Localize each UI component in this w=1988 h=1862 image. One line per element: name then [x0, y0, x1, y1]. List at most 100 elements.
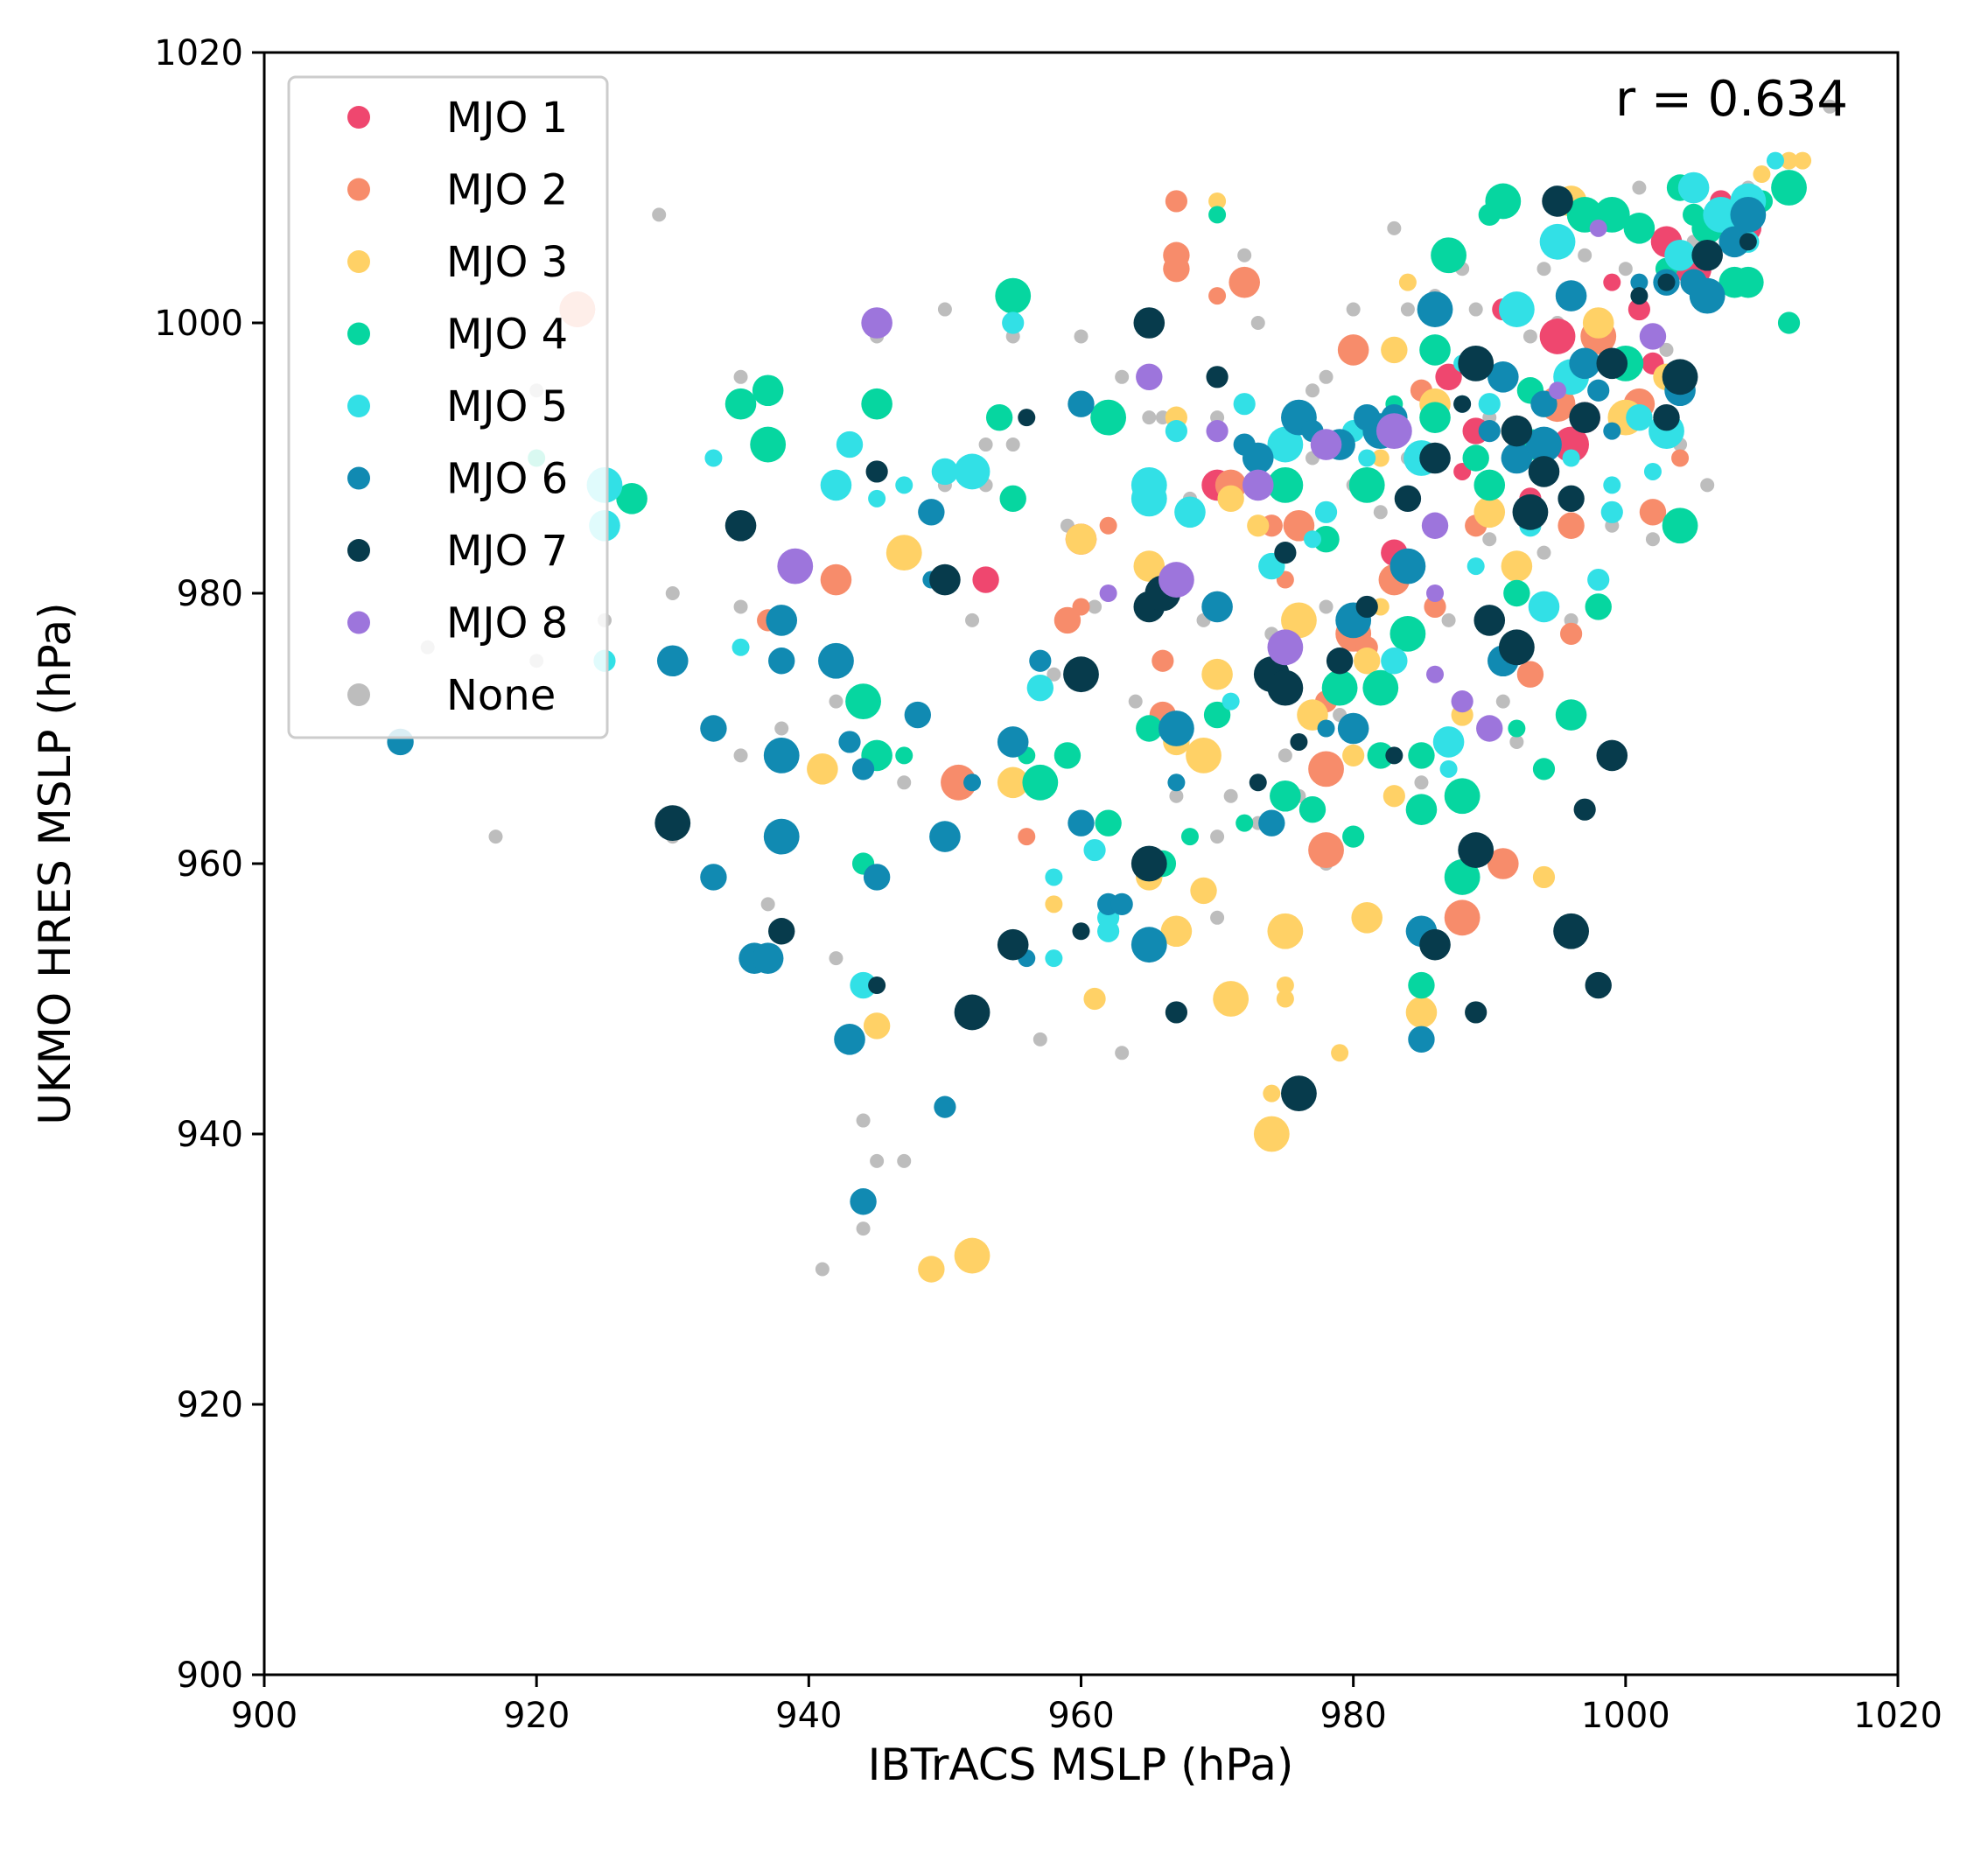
point-mjo-8: [1206, 420, 1228, 443]
point-mjo-5: [1222, 692, 1240, 710]
point-none: [1536, 262, 1551, 276]
point-mjo-5: [1233, 393, 1256, 416]
point-mjo-6: [818, 642, 854, 679]
point-mjo-5: [868, 489, 886, 508]
point-none: [1618, 262, 1633, 276]
point-mjo-4: [1342, 825, 1365, 848]
point-mjo-6: [934, 1096, 956, 1118]
point-mjo-4: [1208, 206, 1227, 224]
point-mjo-6: [1417, 291, 1453, 327]
point-mjo-3: [1371, 449, 1390, 467]
point-none: [733, 369, 748, 384]
point-mjo-7: [1458, 832, 1494, 868]
point-mjo-4: [1771, 170, 1807, 206]
point-mjo-2: [1488, 848, 1519, 879]
point-none: [1509, 734, 1524, 749]
point-none: [665, 586, 680, 600]
point-mjo-4: [1623, 213, 1656, 244]
point-mjo-8: [1549, 382, 1567, 400]
point-mjo-6: [1158, 710, 1194, 746]
point-mjo-3: [1281, 602, 1317, 639]
point-mjo-2: [1152, 649, 1174, 672]
correlation-annotation: r = 0.634: [1615, 71, 1848, 128]
point-none: [488, 830, 503, 844]
point-mjo-6: [752, 942, 784, 974]
point-mjo-6: [929, 821, 961, 852]
point-mjo-6: [1555, 280, 1587, 312]
x-tick-label: 940: [775, 1696, 842, 1736]
point-mjo-5: [1174, 496, 1206, 528]
point-mjo-7: [1072, 922, 1090, 941]
point-mjo-7: [1573, 798, 1596, 821]
point-mjo-8: [1639, 323, 1667, 350]
point-mjo-4: [1508, 719, 1526, 738]
point-mjo-7: [929, 564, 961, 596]
legend-marker: [347, 106, 370, 129]
point-mjo-4: [1312, 526, 1340, 553]
point-mjo-7: [724, 509, 757, 542]
point-mjo-7: [1018, 409, 1036, 427]
point-mjo-7: [1419, 928, 1451, 961]
point-mjo-6: [763, 738, 800, 774]
point-mjo-7: [868, 976, 886, 995]
point-mjo-5: [954, 453, 990, 490]
point-mjo-7: [1355, 595, 1378, 619]
point-mjo-5: [1600, 500, 1623, 523]
point-mjo-3: [1398, 273, 1417, 291]
point-none: [1088, 599, 1102, 614]
point-mjo-2: [1639, 499, 1667, 526]
point-mjo-5: [1026, 674, 1054, 702]
point-mjo-8: [1589, 219, 1607, 237]
point-mjo-7: [1274, 542, 1297, 564]
point-mjo-8: [1310, 429, 1342, 460]
point-mjo-6: [1201, 591, 1233, 623]
point-mjo-8: [1421, 512, 1449, 539]
point-mjo-5: [931, 458, 959, 486]
point-mjo-6: [1110, 892, 1133, 915]
point-mjo-1: [1628, 298, 1650, 321]
point-mjo-7: [1691, 239, 1723, 271]
point-none: [1237, 248, 1252, 262]
point-mjo-2: [1516, 661, 1544, 688]
point-none: [733, 599, 748, 614]
legend-entry: MJO 2: [446, 166, 568, 215]
legend-entry: MJO 4: [446, 311, 568, 360]
point-mjo-7: [1281, 1075, 1317, 1112]
point-none: [1319, 599, 1334, 614]
point-mjo-4: [1362, 669, 1399, 706]
point-none: [1032, 1032, 1047, 1046]
legend-marker: [347, 250, 370, 273]
point-mjo-2: [820, 564, 852, 596]
point-mjo-4: [1348, 467, 1385, 503]
point-mjo-3: [954, 1237, 990, 1274]
point-mjo-6: [834, 1024, 865, 1055]
x-tick-label: 980: [1320, 1696, 1386, 1736]
legend-marker: [347, 539, 370, 562]
point-mjo-4: [1485, 183, 1522, 220]
point-mjo-6: [963, 774, 982, 792]
point-none: [978, 438, 993, 452]
point-mjo-4: [1090, 399, 1127, 436]
point-mjo-6: [766, 605, 798, 636]
point-mjo-5: [1677, 172, 1710, 204]
point-mjo-3: [1276, 990, 1294, 1008]
point-mjo-7: [1512, 494, 1549, 530]
point-mjo-1: [1553, 426, 1589, 463]
point-mjo-8: [1426, 584, 1445, 602]
point-mjo-7: [1267, 669, 1304, 706]
x-axis-label: IBTrACS MSLP (hPa): [868, 1740, 1294, 1790]
point-none: [1305, 383, 1320, 398]
point-mjo-5: [895, 476, 914, 494]
point-mjo-4: [861, 388, 892, 420]
point-mjo-7: [1558, 485, 1585, 513]
point-mjo-2: [1308, 832, 1344, 868]
point-mjo-4: [1555, 699, 1587, 731]
point-mjo-4: [985, 403, 1013, 431]
point-mjo-3: [918, 1256, 945, 1283]
point-mjo-5: [1539, 223, 1576, 260]
point-mjo-3: [1354, 648, 1381, 675]
legend-marker: [347, 322, 370, 346]
point-mjo-2: [1558, 512, 1585, 539]
point-mjo-7: [1569, 402, 1600, 433]
point-mjo-1: [972, 566, 999, 593]
